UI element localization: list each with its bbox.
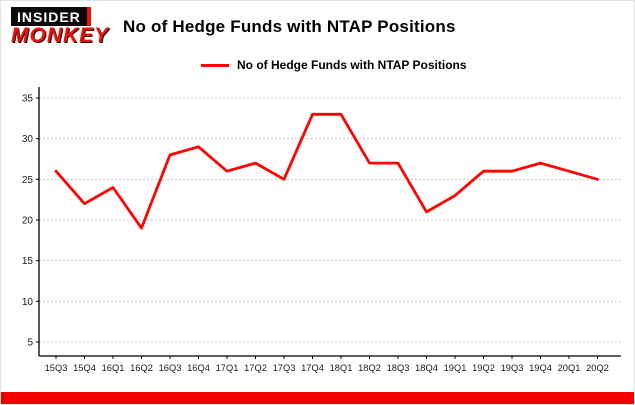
y-tick-label: 35 (22, 94, 34, 105)
y-tick-label: 20 (22, 216, 34, 227)
x-tick-label: 19Q1 (444, 363, 467, 373)
x-tick-label: 16Q1 (102, 363, 125, 373)
x-tick-label: 18Q3 (387, 363, 410, 373)
x-tick-label: 15Q4 (73, 363, 96, 373)
header: INSIDER MONKEY No of Hedge Funds with NT… (11, 7, 456, 46)
line-chart: 5 10 15 20 25 30 35 15Q3 15Q4 16Q1 16Q2 16Q3 16Q4 17Q… (22, 87, 621, 373)
series-line (54, 112, 599, 230)
legend-label: No of Hedge Funds with NTAP Positions (237, 58, 467, 72)
logo-text-monkey: MONKEY (11, 24, 110, 47)
x-tick-label: 15Q3 (45, 363, 68, 373)
x-tick-label: 16Q2 (130, 363, 153, 373)
x-tick-label: 18Q1 (330, 363, 353, 373)
y-tick-label: 25 (22, 175, 34, 186)
x-tick-label: 16Q3 (159, 363, 182, 373)
x-tick-label: 16Q4 (187, 363, 210, 373)
y-tick-label: 30 (22, 134, 34, 145)
logo-text-insider: INSIDER (11, 7, 91, 26)
x-tick-label: 18Q2 (358, 363, 381, 373)
x-tick-label: 20Q1 (558, 363, 581, 373)
x-tick-label: 19Q2 (472, 363, 495, 373)
x-tick-label: 17Q4 (301, 363, 324, 373)
x-tick-label: 19Q3 (501, 363, 524, 373)
x-tick-label: 18Q4 (415, 363, 438, 373)
chart-title: No of Hedge Funds with NTAP Positions (123, 16, 456, 36)
legend-line-swatch (201, 63, 229, 67)
x-tick-label: 17Q1 (216, 363, 239, 373)
y-tick-label: 15 (22, 256, 34, 267)
y-tick-label: 5 (27, 338, 33, 349)
y-tick-label: 10 (22, 297, 34, 308)
x-tick-label: 20Q2 (586, 363, 609, 373)
footer-red-bar (1, 392, 634, 404)
x-tick-label: 17Q2 (244, 363, 267, 373)
insider-monkey-logo: INSIDER MONKEY (11, 7, 110, 47)
x-tick-label: 19Q4 (529, 363, 552, 373)
legend: No of Hedge Funds with NTAP Positions (201, 58, 467, 72)
x-tick-label: 17Q3 (273, 363, 296, 373)
